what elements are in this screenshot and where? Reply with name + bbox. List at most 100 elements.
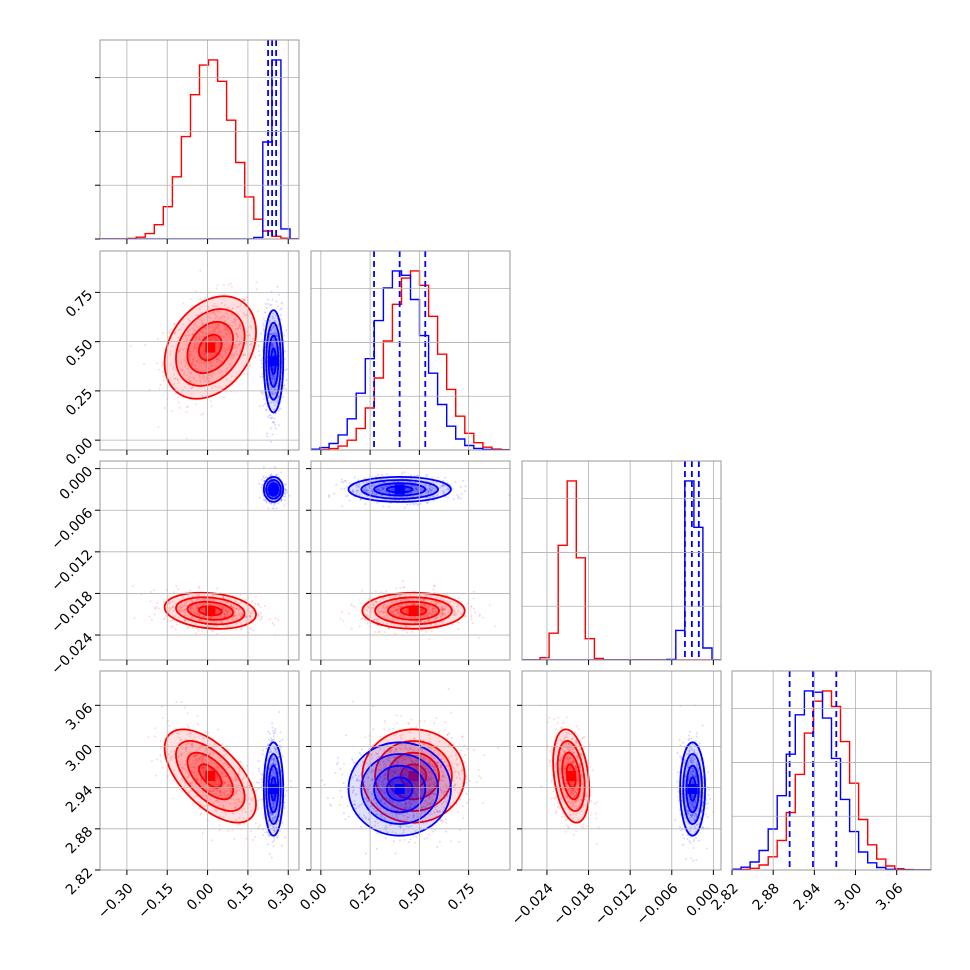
scatter-point	[400, 614, 403, 617]
scatter-point	[201, 599, 204, 601]
scatter-point	[255, 595, 257, 598]
scatter-point	[156, 338, 159, 340]
scatter-point	[388, 505, 390, 508]
scatter-point	[271, 326, 274, 329]
scatter-point	[193, 613, 196, 616]
scatter-point	[232, 604, 235, 607]
scatter-point	[199, 812, 202, 815]
scatter-point	[384, 608, 387, 610]
scatter-point	[167, 602, 170, 605]
scatter-point	[269, 618, 272, 621]
scatter-point	[183, 619, 186, 622]
scatter-point	[262, 317, 265, 320]
scatter-point	[385, 606, 388, 609]
scatter-point	[271, 722, 274, 725]
scatter-point	[388, 604, 391, 607]
scatter-point	[213, 305, 216, 308]
scatter-point	[201, 350, 204, 353]
scatter-point	[419, 502, 422, 505]
scatter-point	[183, 359, 186, 362]
scatter-point	[239, 327, 242, 330]
scatter-point	[189, 608, 192, 611]
scatter-point	[221, 355, 224, 358]
scatter-point	[231, 321, 234, 323]
scatter-point	[235, 350, 237, 353]
scatter-point	[262, 322, 265, 325]
scatter-point	[253, 836, 256, 838]
scatter-point	[260, 359, 262, 362]
scatter-point	[479, 613, 481, 616]
scatter-point	[473, 607, 475, 610]
scatter-point	[270, 417, 273, 420]
scatter-point	[233, 838, 236, 840]
scatter-point	[441, 608, 444, 611]
scatter-point	[348, 612, 351, 615]
scatter-point	[188, 602, 191, 605]
scatter-point	[342, 480, 345, 483]
scatter-point	[183, 603, 186, 606]
scatter-point	[451, 488, 454, 491]
scatter-point	[431, 612, 434, 615]
scatter-point	[231, 308, 234, 311]
scatter-point	[420, 609, 423, 612]
scatter-point	[240, 615, 243, 618]
scatter-point	[260, 486, 263, 489]
scatter-point	[191, 386, 194, 388]
scatter-point	[194, 612, 197, 615]
scatter-point	[169, 353, 172, 356]
scatter-point	[258, 345, 260, 348]
scatter-point	[453, 613, 456, 616]
scatter-point	[340, 611, 343, 614]
scatter-point	[453, 610, 456, 613]
scatter-point	[274, 330, 277, 333]
scatter-point	[397, 624, 400, 627]
scatter-point	[195, 367, 198, 370]
scatter-point	[271, 375, 274, 378]
scatter-point	[377, 473, 380, 476]
scatter-point	[196, 618, 199, 620]
scatter-point	[266, 298, 269, 301]
scatter-point	[260, 778, 263, 781]
scatter-point	[434, 606, 436, 609]
scatter-point	[210, 405, 213, 408]
scatter-point	[375, 618, 378, 620]
scatter-point	[406, 625, 409, 628]
scatter-point	[233, 600, 236, 603]
scatter-point	[403, 614, 406, 617]
scatter-point	[201, 323, 204, 326]
scatter-point	[372, 601, 374, 604]
scatter-point	[464, 485, 467, 488]
scatter-point	[378, 487, 381, 490]
scatter-point	[218, 306, 221, 309]
scatter-point	[464, 615, 467, 617]
scatter-point	[241, 613, 244, 615]
scatter-point	[273, 417, 276, 420]
scatter-point	[278, 328, 281, 331]
scatter-point	[395, 609, 398, 612]
scatter-point	[240, 627, 243, 630]
scatter-point	[163, 407, 166, 409]
scatter-point	[386, 606, 388, 609]
scatter-point	[440, 615, 443, 618]
scatter-point	[384, 485, 387, 488]
scatter-point	[210, 616, 213, 619]
scatter-point	[457, 597, 460, 600]
scatter-point	[254, 356, 257, 359]
scatter-point	[400, 605, 403, 608]
scatter-point	[355, 489, 358, 492]
scatter-point	[428, 594, 431, 597]
scatter-point	[215, 351, 218, 354]
scatter-point	[269, 304, 272, 307]
scatter-point	[219, 331, 222, 334]
scatter-point	[191, 386, 194, 389]
scatter-point	[219, 385, 221, 388]
scatter-point	[272, 332, 275, 334]
scatter-point	[257, 614, 259, 617]
scatter-point	[385, 473, 388, 475]
scatter-point	[391, 602, 394, 605]
scatter-point	[407, 599, 410, 602]
scatter-point	[228, 610, 231, 613]
scatter-point	[270, 328, 272, 331]
scatter-point	[221, 621, 224, 624]
scatter-point	[198, 373, 201, 376]
